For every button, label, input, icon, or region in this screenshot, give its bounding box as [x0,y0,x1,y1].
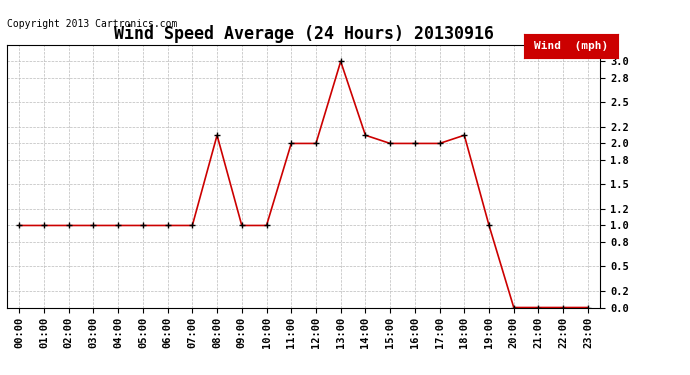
Text: Wind  (mph): Wind (mph) [534,41,608,51]
Title: Wind Speed Average (24 Hours) 20130916: Wind Speed Average (24 Hours) 20130916 [114,24,493,44]
Text: Copyright 2013 Cartronics.com: Copyright 2013 Cartronics.com [7,19,177,29]
